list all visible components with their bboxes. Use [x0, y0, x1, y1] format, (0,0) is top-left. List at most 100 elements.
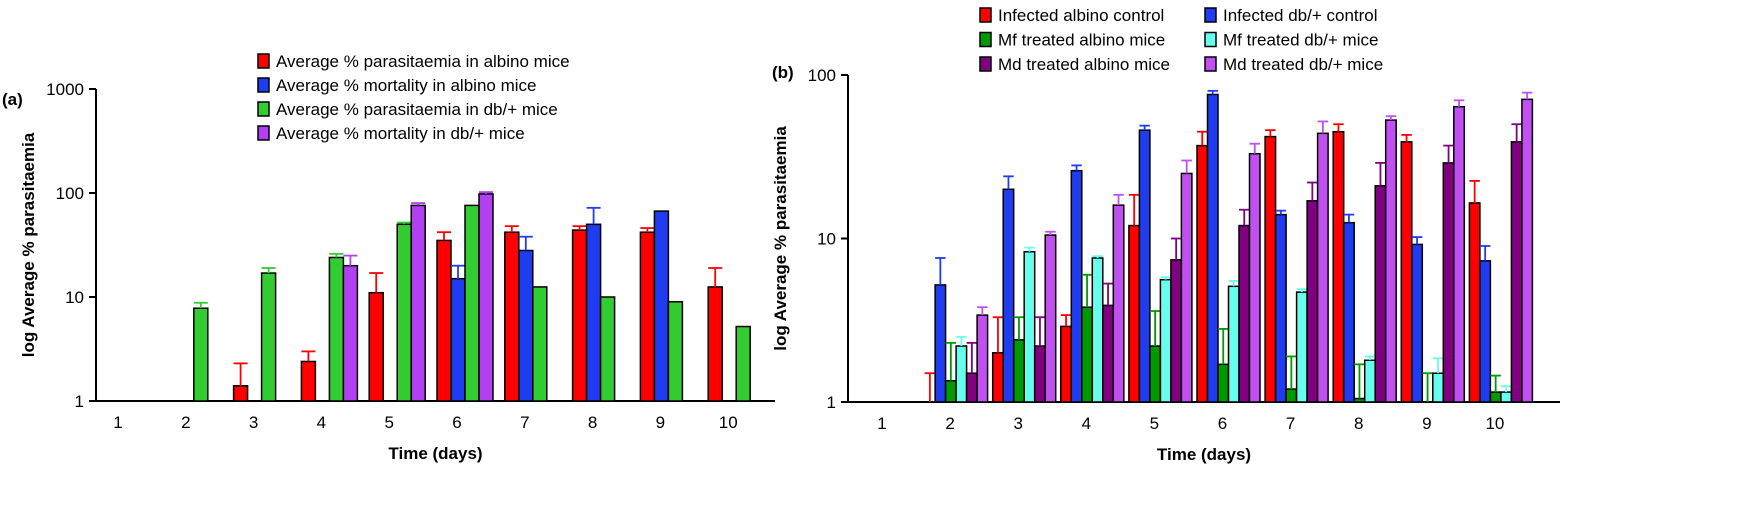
bar — [1353, 397, 1366, 403]
bar — [1411, 243, 1424, 403]
legend-label: Average % mortality in db/+ mice — [276, 124, 525, 143]
y-tick-label: 100 — [808, 66, 836, 85]
bar — [976, 314, 989, 403]
x-tick-label: 8 — [1354, 414, 1363, 433]
legend-item: Md treated albino mice — [979, 55, 1170, 74]
bar — [1196, 144, 1209, 403]
bar — [1442, 162, 1455, 403]
bar — [667, 301, 684, 402]
x-axis-title: Time (days) — [388, 444, 482, 463]
legend-label: Mf treated albino mice — [998, 31, 1165, 50]
y-tick-label: 1000 — [46, 80, 84, 99]
x-axis-title: Time (days) — [1157, 445, 1251, 464]
legend-swatch — [257, 125, 270, 141]
legend: Average % parasitaemia in albino mice Ave… — [257, 52, 570, 143]
legend: Infected albino control Infected db/+ con… — [979, 6, 1383, 74]
bar — [1217, 363, 1230, 403]
legend-swatch — [1204, 56, 1217, 72]
x-tick-label: 9 — [1422, 414, 1431, 433]
legend-swatch — [257, 77, 270, 93]
legend-item: Mf treated albino mice — [979, 31, 1165, 50]
x-tick-label: 9 — [656, 413, 665, 432]
bar — [1264, 135, 1277, 403]
bar — [1238, 224, 1251, 403]
legend-label: Md treated albino mice — [998, 55, 1170, 74]
bar — [1374, 185, 1387, 403]
bar — [504, 231, 520, 402]
legend-label: Md treated db/+ mice — [1223, 55, 1383, 74]
legend-swatch — [1204, 7, 1217, 23]
bar — [1316, 132, 1329, 403]
bar — [1112, 204, 1125, 403]
bar — [1274, 213, 1287, 403]
x-tick-label: 4 — [1082, 414, 1091, 433]
panel-label: (b) — [772, 63, 794, 82]
x-tick-label: 8 — [588, 413, 597, 432]
bar — [1453, 105, 1466, 403]
chart-panel-b: (b) 1 10 100 1 2 3 4 5 6 7 8 9 10 Time (days) log Avera… — [771, 6, 1560, 464]
bar — [410, 204, 426, 402]
panel-label: (a) — [2, 90, 23, 109]
bar — [639, 231, 656, 402]
bar — [1227, 285, 1240, 403]
bar — [260, 272, 277, 402]
bar — [571, 229, 588, 402]
bar — [1400, 141, 1413, 403]
legend-label: Average % parasitaemia in db/+ mice — [276, 100, 558, 119]
x-tick-label: 1 — [877, 414, 886, 433]
y-tick-label: 1 — [75, 392, 84, 411]
bar — [342, 264, 359, 402]
y-tick-label: 100 — [56, 184, 84, 203]
bar — [955, 345, 968, 403]
x-tick-label: 7 — [1286, 414, 1295, 433]
bar — [965, 372, 978, 403]
legend-item: Infected db/+ control — [1204, 6, 1378, 25]
legend-item: Average % parasitaemia in albino mice — [257, 52, 570, 71]
bar — [599, 296, 616, 402]
bar — [1432, 372, 1445, 403]
bar — [450, 277, 466, 402]
x-tick-label: 3 — [249, 413, 258, 432]
bar — [518, 249, 534, 402]
x-tick-label: 3 — [1013, 414, 1022, 433]
legend-swatch — [979, 56, 992, 72]
bar — [1521, 98, 1534, 403]
bar — [1170, 259, 1183, 403]
bar — [300, 360, 317, 402]
x-tick-label: 2 — [945, 414, 954, 433]
bar — [1500, 391, 1513, 403]
bar — [464, 204, 480, 402]
bar — [585, 223, 602, 402]
bar — [1070, 169, 1083, 403]
y-tick-label: 1 — [827, 393, 836, 412]
bar — [1248, 152, 1261, 403]
bar — [1012, 339, 1025, 403]
legend-item: Mf treated db/+ mice — [1204, 31, 1378, 50]
bar — [232, 385, 249, 402]
x-tick-label: 5 — [384, 413, 393, 432]
x-tick-label: 10 — [1485, 414, 1504, 433]
x-tick-label: 5 — [1150, 414, 1159, 433]
legend-swatch — [257, 101, 270, 117]
x-tick-label: 10 — [719, 413, 738, 432]
y-tick-label: 10 — [817, 230, 836, 249]
legend-label: Average % parasitaemia in albino mice — [276, 52, 570, 71]
bar — [1342, 221, 1355, 403]
bar — [1285, 388, 1298, 403]
x-tick-label: 6 — [1218, 414, 1227, 433]
bar — [1206, 93, 1219, 403]
legend-item: Infected albino control — [979, 6, 1164, 25]
legend-label: Average % mortality in albino mice — [276, 76, 536, 95]
bar — [1081, 306, 1094, 403]
x-tick-label: 4 — [317, 413, 326, 432]
bar — [991, 352, 1004, 403]
bar — [1306, 200, 1319, 403]
bar — [1468, 202, 1481, 403]
bar — [1002, 188, 1015, 403]
bar — [1102, 304, 1115, 403]
bar — [1479, 260, 1492, 403]
bar — [1295, 291, 1308, 403]
legend-swatch — [257, 53, 270, 69]
bar — [1384, 119, 1397, 403]
